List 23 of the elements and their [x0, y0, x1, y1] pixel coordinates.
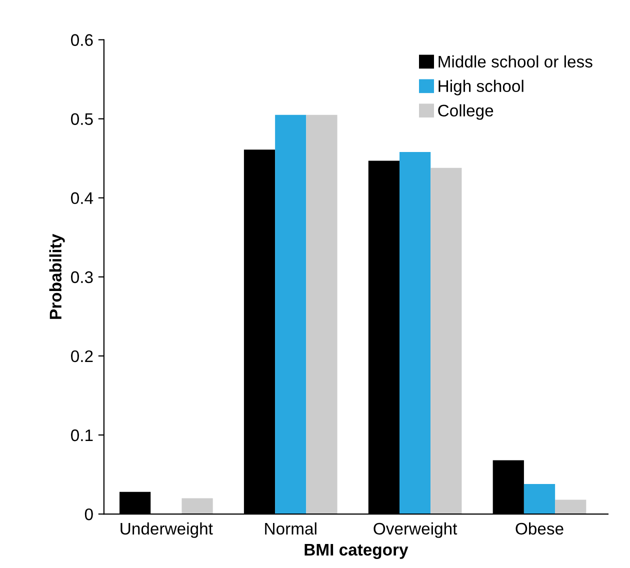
- y-tick-label: 0.6: [71, 34, 93, 46]
- y-axis-title: Probability: [49, 234, 65, 319]
- x-axis-title: BMI category: [304, 544, 408, 559]
- x-tick-label: Overweight: [374, 522, 458, 538]
- x-tick-label: Underweight: [120, 522, 213, 538]
- y-tick-label: 0.2: [71, 350, 93, 362]
- bar: [306, 114, 338, 514]
- x-tick-label: Obese: [516, 522, 564, 535]
- bar: [182, 498, 213, 514]
- y-tick-label: 0.1: [71, 429, 93, 442]
- y-tick-label: 0: [84, 508, 93, 520]
- legend-label: High school: [438, 80, 524, 96]
- y-tick-label: 0.5: [71, 113, 93, 126]
- x-tick-label: Normal: [265, 522, 316, 535]
- bar: [430, 168, 462, 514]
- legend-label: Middle school or less: [438, 55, 592, 68]
- bar: [400, 152, 431, 514]
- y-tick-label: 0.3: [71, 271, 93, 284]
- bar: [275, 114, 306, 514]
- y-tick-label: 0.4: [71, 192, 94, 204]
- bar: [555, 500, 586, 514]
- bar: [524, 484, 556, 514]
- legend-label: College: [438, 104, 494, 120]
